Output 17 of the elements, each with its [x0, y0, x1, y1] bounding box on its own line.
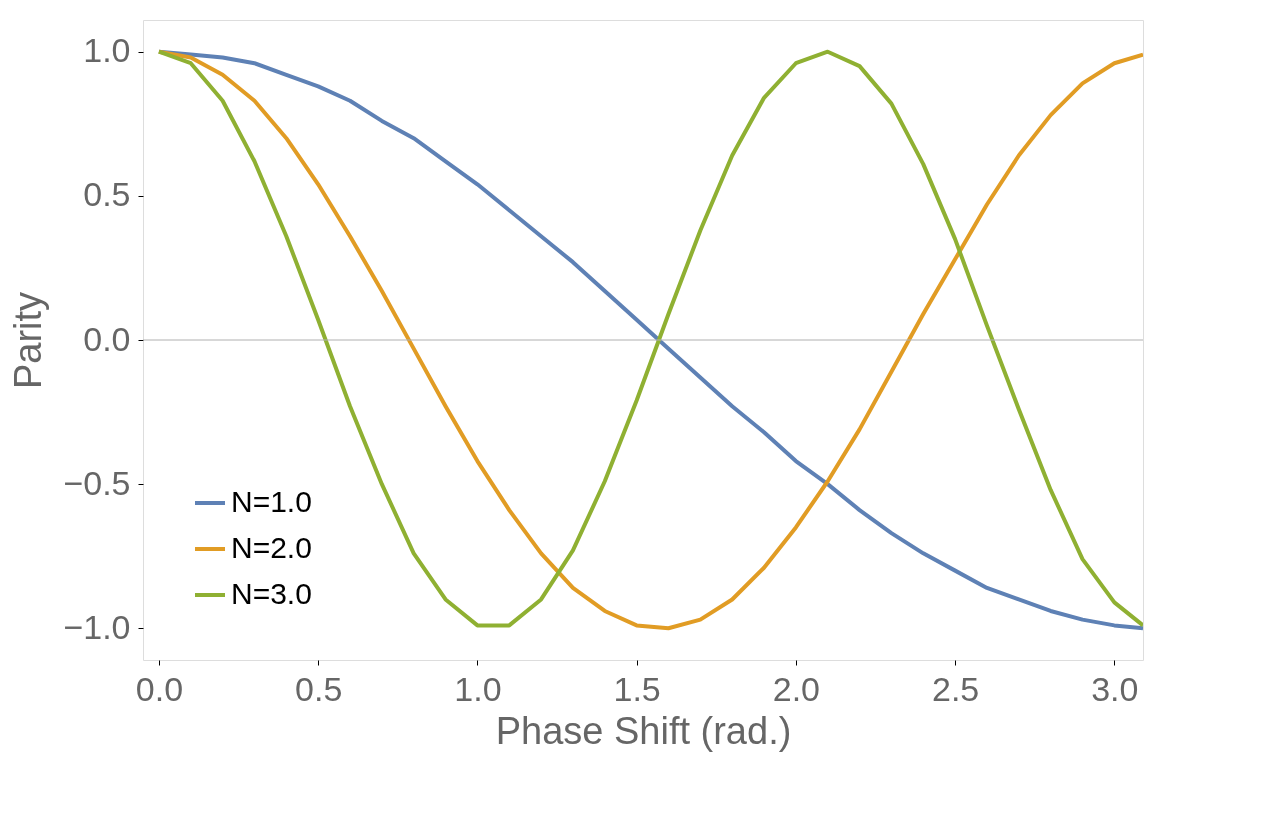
x-tick-label: 2.5 [931, 669, 980, 708]
y-tick-label: 0.5 [83, 175, 131, 214]
y-tick-label: 1.0 [83, 31, 131, 70]
x-tick-label: 1.0 [454, 669, 502, 708]
legend-label: N=2.0 [231, 531, 312, 564]
y-tick-label: 0.0 [83, 319, 131, 358]
x-axis-title: Phase Shift (rad.) [495, 709, 792, 752]
y-tick-label: −1.0 [63, 607, 131, 646]
x-tick-label: 0.5 [295, 669, 343, 708]
x-tick-label: 1.5 [613, 669, 661, 708]
legend-label: N=1.0 [231, 485, 312, 518]
x-tick-label: 0.0 [135, 669, 184, 708]
x-tick-label: 2.0 [772, 669, 820, 708]
x-tick-label: 3.0 [1091, 669, 1139, 708]
y-axis-title: Parity [7, 291, 50, 390]
legend-label: N=3.0 [231, 577, 312, 610]
y-tick-label: −0.5 [63, 463, 131, 502]
